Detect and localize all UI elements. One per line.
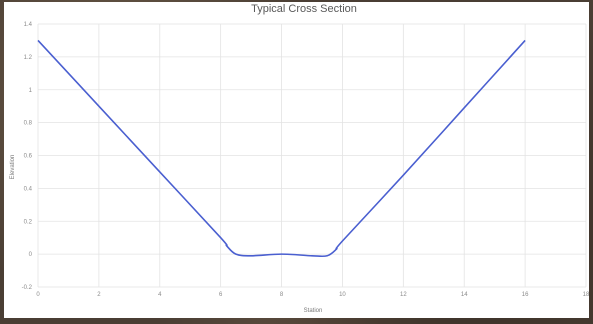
x-axis-label: Station	[304, 308, 323, 314]
series-line	[37, 39, 526, 258]
x-tick-label: 16	[522, 292, 529, 298]
x-tick-label: 12	[400, 292, 407, 298]
y-tick-label: 0.2	[24, 219, 33, 225]
x-tick-label: 0	[36, 292, 40, 298]
y-tick-label: 0.4	[24, 186, 33, 192]
y-tick-label: 0.8	[24, 121, 33, 127]
x-tick-label: 14	[461, 292, 468, 298]
x-tick-label: 2	[97, 292, 101, 298]
y-tick-label: 1.4	[24, 22, 33, 28]
cross-section-chart: -0.200.20.40.60.811.21.40 2 4 6 8 10 12 14 16 18 …	[10, 3, 589, 314]
y-tick-label: 0	[29, 252, 33, 258]
y-tick-label: 0.6	[24, 154, 33, 160]
x-tick-label: 10	[339, 292, 346, 298]
grid	[37, 23, 587, 288]
x-tick-label: 6	[219, 292, 223, 298]
x-tick-label: 8	[280, 292, 284, 298]
y-tick-label: 1.2	[24, 55, 33, 61]
chart-title: Typical Cross Section	[251, 3, 357, 15]
x-tick-label: 4	[158, 292, 162, 298]
tick-labels: -0.200.20.40.60.811.21.40 2 4 6 8 10 12 14 16 18	[22, 22, 589, 298]
y-axis-label: Elevation	[10, 155, 16, 180]
y-tick-label: -0.2	[22, 285, 33, 291]
x-tick-label: 18	[583, 292, 589, 298]
chart-card: -0.2 0 0.2 0.4 0.6 0.8 1 1.2 1.4 0 2 4 6 8 10 12 14 16 18 …	[4, 2, 589, 318]
y-tick-label: 1	[29, 88, 33, 94]
series-layer	[37, 39, 526, 258]
